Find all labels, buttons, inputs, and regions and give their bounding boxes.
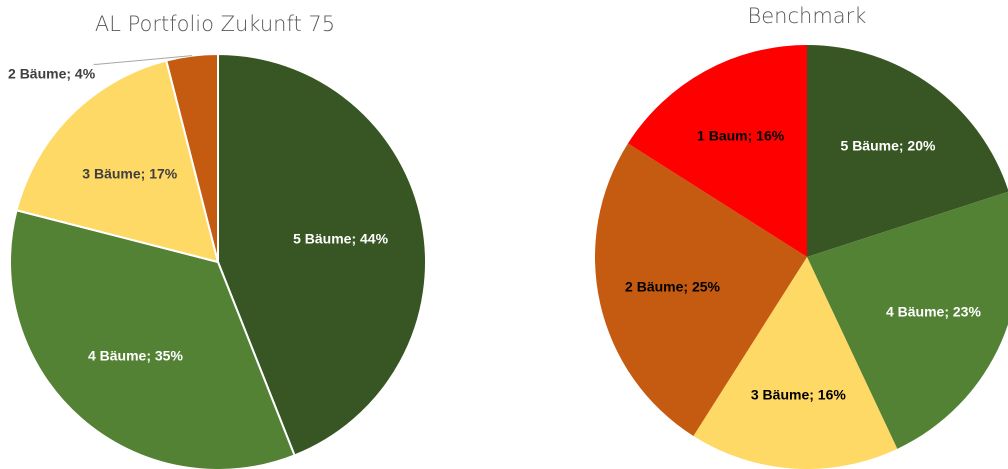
data-label: 2 Bäume; 25%	[625, 278, 720, 295]
data-label: 3 Bäume; 17%	[82, 165, 178, 182]
pie-slice	[628, 45, 807, 257]
data-label: 4 Bäume; 23%	[885, 303, 981, 320]
chart-title: Benchmark	[747, 4, 867, 28]
data-label: 5 Bäume; 44%	[293, 230, 389, 247]
data-label: 3 Bäume; 16%	[750, 386, 846, 403]
data-label: 4 Bäume; 35%	[87, 347, 183, 364]
leader-line	[93, 55, 192, 65]
pie-slice	[165, 52, 219, 263]
chart-title: AL Portfolio Zukunft 75	[94, 12, 336, 36]
pie-slice	[807, 45, 1008, 257]
pie-slice	[693, 257, 898, 469]
data-label: 5 Bäume; 20%	[840, 137, 936, 154]
pie-slice	[217, 52, 427, 457]
pie-slice	[595, 143, 807, 436]
data-label: 1 Baum; 16%	[697, 127, 785, 144]
pie-slice	[807, 191, 1008, 449]
pie-slice	[9, 209, 296, 469]
pie-slice	[15, 59, 220, 264]
data-label: 2 Bäume; 4%	[8, 65, 96, 82]
